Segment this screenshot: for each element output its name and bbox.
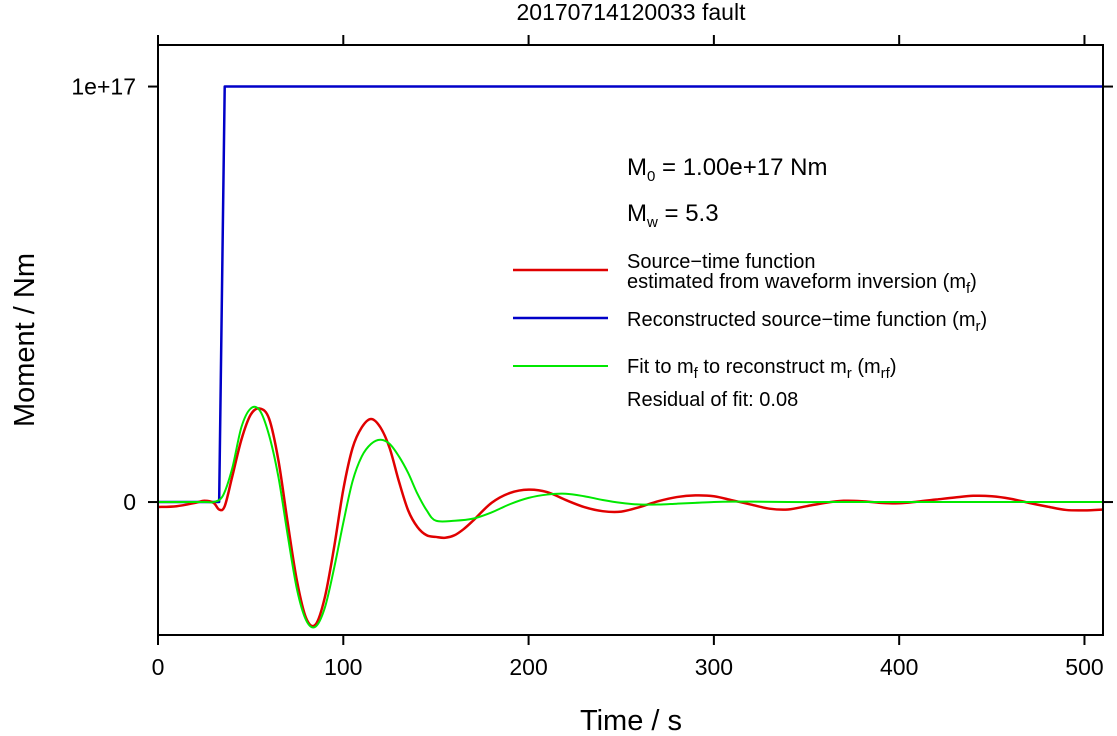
x-tick-label: 400 — [880, 654, 918, 680]
legend: Source−time function estimated from wave… — [513, 251, 987, 411]
mw-annotation: Mw = 5.3 — [627, 200, 719, 231]
legend-label-blue: Reconstructed source−time function (mr) — [627, 309, 987, 335]
y-tick-label: 0 — [123, 489, 136, 515]
legend-label-green: Fit to mf to reconstruct mr (mrf) — [627, 356, 897, 382]
series-line-red — [157, 407, 1104, 628]
x-tick-label: 0 — [152, 654, 165, 680]
y-axis-label: Moment / Nm — [9, 253, 41, 427]
series-line-green — [158, 405, 1103, 629]
m0-annotation: M0 = 1.00e+17 Nm — [627, 154, 827, 185]
legend-label-red-line2: estimated from waveform inversion (mf) — [627, 271, 977, 297]
residual-label: Residual of fit: 0.08 — [627, 389, 798, 411]
x-tick-label: 100 — [324, 654, 362, 680]
y-tick-label: 1e+17 — [71, 74, 136, 100]
plot-frame — [157, 44, 1104, 636]
legend-label-red-line1: Source−time function — [627, 251, 815, 273]
x-axis-label: Time / s — [580, 705, 682, 736]
x-tick-label: 300 — [695, 654, 733, 680]
series-layer — [157, 85, 1104, 629]
x-tick-label: 200 — [509, 654, 547, 680]
tick-layer: 0 100 200 300 400 500 0 1e+17 — [71, 35, 1113, 680]
chart-title: 20170714120033 fault — [517, 0, 747, 25]
x-tick-label: 500 — [1065, 654, 1103, 680]
